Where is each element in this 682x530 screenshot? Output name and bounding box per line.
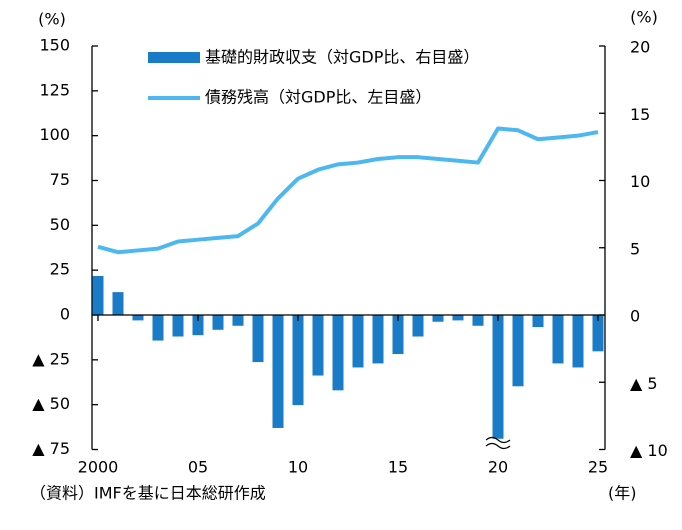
bar	[432, 315, 444, 322]
bar	[492, 315, 504, 439]
bar	[92, 275, 104, 315]
line	[97, 126, 599, 255]
bar	[512, 315, 524, 387]
bar	[472, 315, 484, 326]
y-tick-label: ▲ 50	[32, 394, 70, 413]
bar	[112, 292, 124, 315]
y2-tick-label: 15	[630, 105, 650, 124]
y2-unit: (%)	[630, 8, 658, 27]
bar	[332, 315, 344, 391]
y-unit: (%)	[38, 10, 66, 29]
y-tick-label: ▲ 25	[32, 349, 70, 368]
y2-tick-label: 10	[630, 172, 650, 191]
bar	[172, 315, 184, 337]
x-tick-label: 15	[388, 458, 408, 477]
y2-tick-label: ▲ 5	[630, 374, 658, 393]
x-tick-label: 10	[288, 458, 308, 477]
bar	[152, 315, 164, 341]
y-tick-label: 25	[50, 260, 70, 279]
y2-tick-label: 20	[630, 38, 650, 57]
bar	[372, 315, 384, 364]
source: （資料）IMFを基に日本総研作成	[30, 484, 266, 503]
bar	[452, 315, 464, 321]
y-tick-label: 125	[39, 80, 70, 99]
break-mark	[485, 436, 511, 450]
bar	[392, 315, 404, 355]
bar	[412, 315, 424, 337]
bar	[292, 315, 304, 406]
y-tick-label: 75	[50, 170, 70, 189]
bar	[592, 315, 604, 352]
bar	[212, 315, 224, 330]
y-tick-label: ▲ 75	[32, 439, 70, 458]
bar	[552, 315, 564, 364]
y-tick-label: 100	[39, 125, 70, 144]
x-tick-label: 25	[588, 458, 608, 477]
legend-label: 債務残高（対GDP比、左目盛）	[205, 88, 431, 107]
bar	[252, 315, 264, 363]
bar	[312, 315, 324, 376]
y2-tick-label: ▲ 10	[630, 441, 668, 460]
legend-swatch	[148, 52, 200, 63]
bar	[132, 315, 144, 321]
y2-tick-label: 5	[630, 239, 640, 258]
bar	[192, 315, 204, 336]
y-tick-label: 150	[39, 36, 70, 55]
bar	[272, 315, 284, 428]
x-tick-label: 2000	[78, 458, 119, 477]
bar	[352, 315, 364, 368]
bar	[532, 315, 544, 328]
y-tick-label: 50	[50, 215, 70, 234]
y2-tick-label: 0	[630, 307, 640, 326]
legend-label: 基礎的財政収支（対GDP比、右目盛）	[205, 48, 479, 67]
x-unit: (年)	[608, 484, 637, 503]
x-tick-label: 20	[488, 458, 508, 477]
bar	[232, 315, 244, 326]
y-tick-label: 0	[60, 305, 70, 324]
bar	[572, 315, 584, 368]
x-tick-label: 05	[188, 458, 208, 477]
